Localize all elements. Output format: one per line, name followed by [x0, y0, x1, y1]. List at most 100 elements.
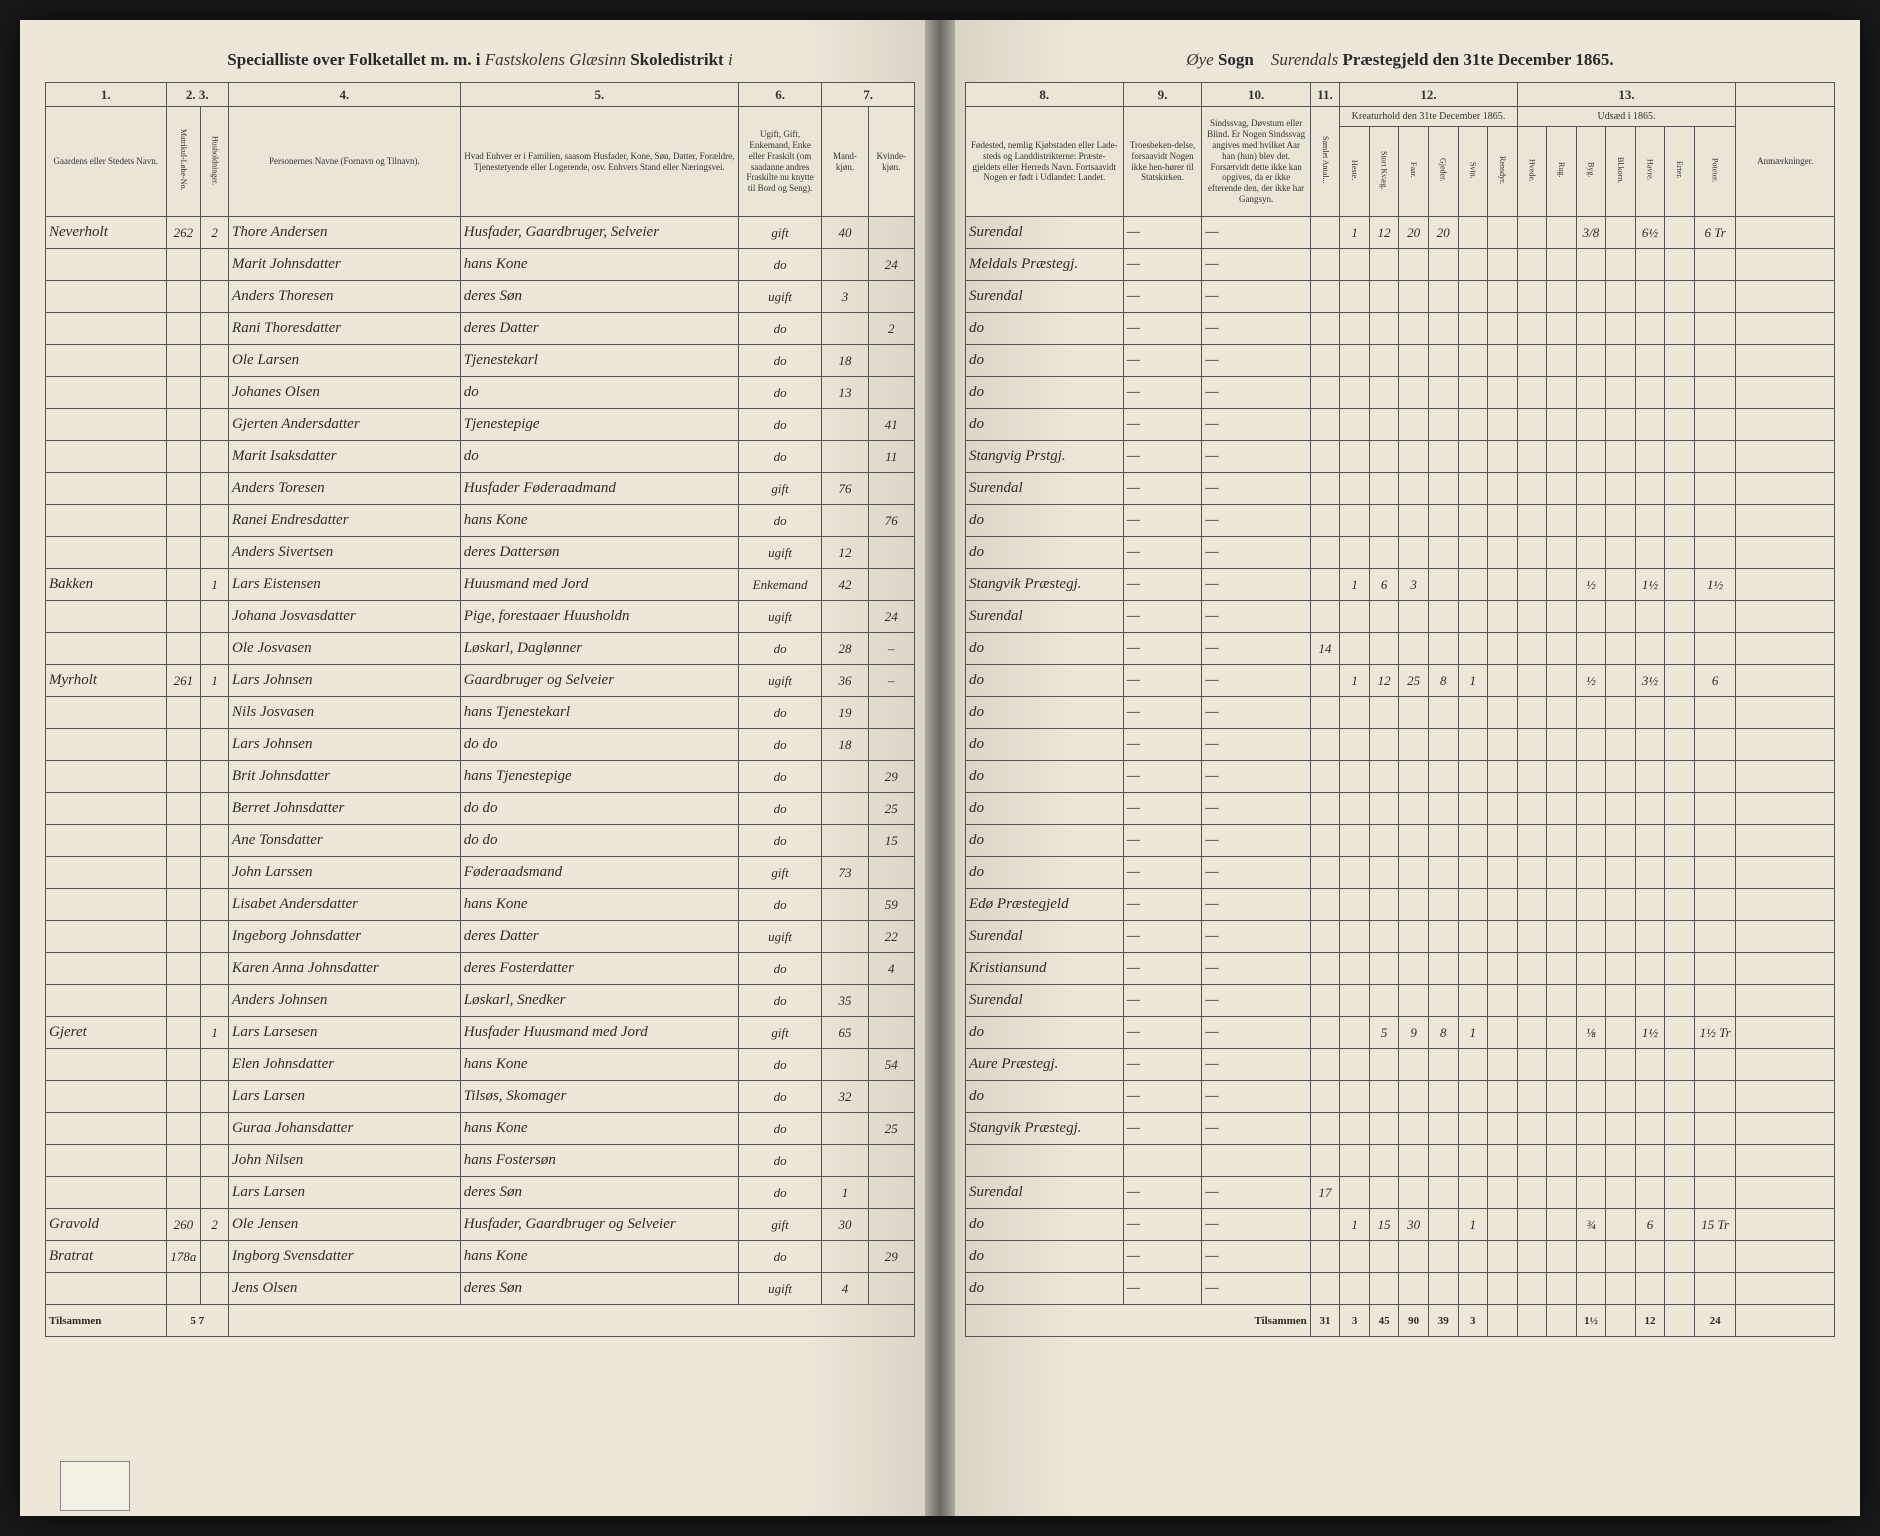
rd-cell [1488, 217, 1518, 249]
er-cell [1665, 921, 1695, 953]
giv-cell: do [738, 1113, 821, 1145]
h-cell [1340, 537, 1370, 569]
fam-cell: Husfader, Gaardbruger og Selveier [460, 1209, 738, 1241]
f-cell [1399, 409, 1429, 441]
f-cell [1399, 761, 1429, 793]
c9-cell: — [1123, 473, 1202, 505]
anm-cell [1736, 1177, 1835, 1209]
g-cell [1428, 441, 1458, 473]
bl-cell [1606, 569, 1636, 601]
fod-cell: Edø Præstegjeld [966, 889, 1124, 921]
m-cell [822, 921, 868, 953]
ru-cell [1547, 281, 1577, 313]
er-cell [1665, 857, 1695, 889]
h-cell [1340, 825, 1370, 857]
table-row: Lars LarsenTilsøs, Skomagerdo32 [46, 1081, 915, 1113]
m-cell: 76 [822, 473, 868, 505]
mno-cell [166, 345, 201, 377]
c10-cell: — [1202, 633, 1310, 665]
f-cell [1399, 889, 1429, 921]
by-cell [1576, 1113, 1606, 1145]
mno-cell [166, 313, 201, 345]
anm-cell [1736, 1113, 1835, 1145]
c9-cell: — [1123, 697, 1202, 729]
navn-cell: Ranei Endresdatter [229, 505, 461, 537]
anm-cell [1736, 537, 1835, 569]
g-cell [1428, 953, 1458, 985]
m-cell: 1 [822, 1177, 868, 1209]
mno-cell [166, 281, 201, 313]
hv-cell [1517, 249, 1547, 281]
mno-cell [166, 377, 201, 409]
k-cell [868, 569, 914, 601]
bl-cell [1606, 1209, 1636, 1241]
rd-cell [1488, 985, 1518, 1017]
gaard-cell [46, 761, 167, 793]
hh-cell [201, 633, 229, 665]
fod-cell: do [966, 665, 1124, 697]
fod-cell: do [966, 409, 1124, 441]
sk-cell [1369, 921, 1399, 953]
bl-cell [1606, 857, 1636, 889]
g-cell [1428, 1273, 1458, 1305]
table-row: do—— [966, 857, 1835, 889]
bl-cell [1606, 729, 1636, 761]
c9-cell: — [1123, 601, 1202, 633]
c9-cell: — [1123, 761, 1202, 793]
hh-cell [201, 825, 229, 857]
hv-cell [1517, 729, 1547, 761]
bl-cell [1606, 313, 1636, 345]
rd-cell [1488, 601, 1518, 633]
sv-cell [1458, 633, 1488, 665]
table-row: Stangvig Prstgj.—— [966, 441, 1835, 473]
table-row: Surendal—— [966, 985, 1835, 1017]
po-cell [1694, 313, 1736, 345]
f-cell: 25 [1399, 665, 1429, 697]
fam-cell: do do [460, 825, 738, 857]
mno-cell [166, 569, 201, 601]
hv-cell [1517, 569, 1547, 601]
giv-cell: do [738, 249, 821, 281]
table-row: Ranei Endresdatterhans Konedo76 [46, 505, 915, 537]
g-cell [1428, 249, 1458, 281]
po-cell [1694, 1241, 1736, 1273]
sk-cell [1369, 345, 1399, 377]
f-cell [1399, 953, 1429, 985]
hh-cell [201, 441, 229, 473]
sv-cell [1458, 249, 1488, 281]
c11-cell [1310, 217, 1340, 249]
mno-cell [166, 1273, 201, 1305]
anm-cell [1736, 697, 1835, 729]
gaard-cell [46, 921, 167, 953]
bl-cell [1606, 345, 1636, 377]
h-cell [1340, 1017, 1370, 1049]
giv-cell: do [738, 761, 821, 793]
col1-num: 1. [46, 83, 167, 107]
fod-cell: do [966, 377, 1124, 409]
hh-cell [201, 1081, 229, 1113]
gaard-cell [46, 441, 167, 473]
sk-cell: 12 [1369, 217, 1399, 249]
m-cell: 4 [822, 1273, 868, 1305]
sk-cell [1369, 441, 1399, 473]
by-cell [1576, 249, 1606, 281]
fod-cell: do [966, 633, 1124, 665]
h-cell [1340, 601, 1370, 633]
hh-cell [201, 953, 229, 985]
mno-cell: 261 [166, 665, 201, 697]
hh-cell [201, 697, 229, 729]
table-row: Nils Josvasenhans Tjenestekarldo19 [46, 697, 915, 729]
c9-cell: — [1123, 441, 1202, 473]
fod-cell: Stangvik Præstegj. [966, 569, 1124, 601]
er-cell [1665, 377, 1695, 409]
c11-cell [1310, 345, 1340, 377]
navn-cell: Lisabet Andersdatter [229, 889, 461, 921]
c11-cell [1310, 569, 1340, 601]
po-cell [1694, 505, 1736, 537]
rd-cell [1488, 473, 1518, 505]
giv-cell: do [738, 697, 821, 729]
fam-cell: hans Kone [460, 249, 738, 281]
fam-cell: hans Kone [460, 889, 738, 921]
table-row: John LarssenFøderaadsmandgift73 [46, 857, 915, 889]
c11-cell [1310, 665, 1340, 697]
